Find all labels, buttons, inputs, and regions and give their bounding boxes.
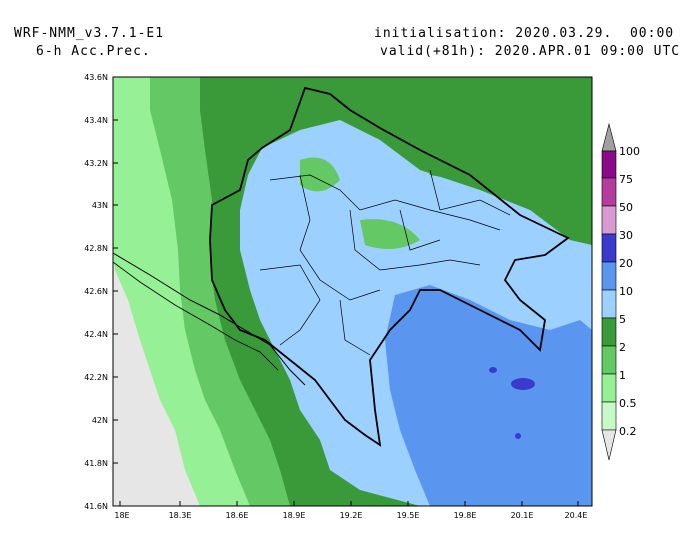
region-border: [259, 169, 511, 356]
lat-label: 41.8N: [84, 459, 108, 468]
init-time-label: initialisation: 2020.03.29. 00:00 UTC: [374, 26, 683, 41]
lat-label: 42.4N: [84, 330, 108, 339]
latitude-labels: 43.6N 43.4N 43.2N 43N 42.8N 42.6N 42.4N …: [84, 73, 108, 511]
legend-swatch: [601, 177, 617, 207]
lon-label: 18.9E: [283, 511, 306, 520]
precip-zone-blue: [385, 285, 592, 506]
legend-swatch: [601, 401, 617, 431]
legend-label: 10: [619, 285, 633, 298]
boundaries: [112, 86, 570, 447]
legend-label: 5: [619, 313, 626, 326]
legend-colorbar: [601, 122, 617, 461]
field-label: 6-h Acc.Prec.: [36, 44, 151, 59]
valid-time-label: valid(+81h): 2020.APR.01 09:00 UTC: [380, 44, 681, 59]
legend-swatch: [601, 373, 617, 403]
lat-label: 41.6N: [84, 502, 108, 511]
legend-label: 30: [619, 229, 633, 242]
lon-label: 19.2E: [340, 511, 363, 520]
precip-cell-deep-blue: [511, 378, 535, 390]
lon-label: 19.5E: [397, 511, 420, 520]
legend-label: 100: [619, 145, 640, 158]
legend-swatch: [601, 317, 617, 347]
legend-label: 0.5: [619, 397, 637, 410]
lat-label: 42.6N: [84, 287, 108, 296]
coastline: [112, 252, 306, 386]
model-label: WRF-NMM_v3.7.1-E1: [14, 26, 165, 41]
lon-label: 18E: [114, 511, 129, 520]
legend-top-cap: [601, 122, 617, 152]
legend-label: 2: [619, 341, 626, 354]
lon-label: 20.1E: [511, 511, 534, 520]
legend-label: 75: [619, 173, 633, 186]
lat-label: 43.4N: [84, 116, 108, 125]
legend-swatch: [601, 261, 617, 291]
lon-label: 18.6E: [226, 511, 249, 520]
legend-label: 0.2: [619, 425, 637, 438]
legend-bottom-cap: [601, 429, 617, 461]
legend-swatch: [601, 150, 617, 179]
lat-label: 42.2N: [84, 373, 108, 382]
lat-label: 42N: [92, 416, 108, 425]
lon-label: 18.3E: [169, 511, 192, 520]
lat-label: 43.6N: [84, 73, 108, 82]
country-border: [209, 86, 570, 447]
legend-swatch: [601, 345, 617, 375]
legend-label: 50: [619, 201, 633, 214]
lon-label: 20.4E: [565, 511, 588, 520]
precip-field: [113, 77, 592, 506]
legend-swatch: [601, 205, 617, 235]
coastline: [112, 261, 279, 371]
lat-label: 42.8N: [84, 244, 108, 253]
precip-patch-green: [420, 147, 510, 179]
legend-labels: 100 75 50 30 20 10 5 2 1 0.5 0.2: [619, 145, 640, 438]
legend-swatch: [601, 233, 617, 263]
legend-label: 20: [619, 257, 633, 270]
precip-cell-deep-blue: [489, 367, 497, 373]
lat-label: 43.2N: [84, 159, 108, 168]
precip-cell-deep-blue: [515, 433, 521, 439]
legend-label: 1: [619, 369, 626, 382]
axis-ticks: [113, 76, 579, 507]
lat-label: 43N: [92, 201, 108, 210]
legend-swatch: [601, 289, 617, 319]
longitude-labels: 18E 18.3E 18.6E 18.9E 19.2E 19.5E 19.8E …: [114, 511, 587, 520]
lon-label: 19.8E: [454, 511, 477, 520]
precip-patch-green: [360, 219, 420, 249]
precip-patch-green: [300, 157, 340, 192]
